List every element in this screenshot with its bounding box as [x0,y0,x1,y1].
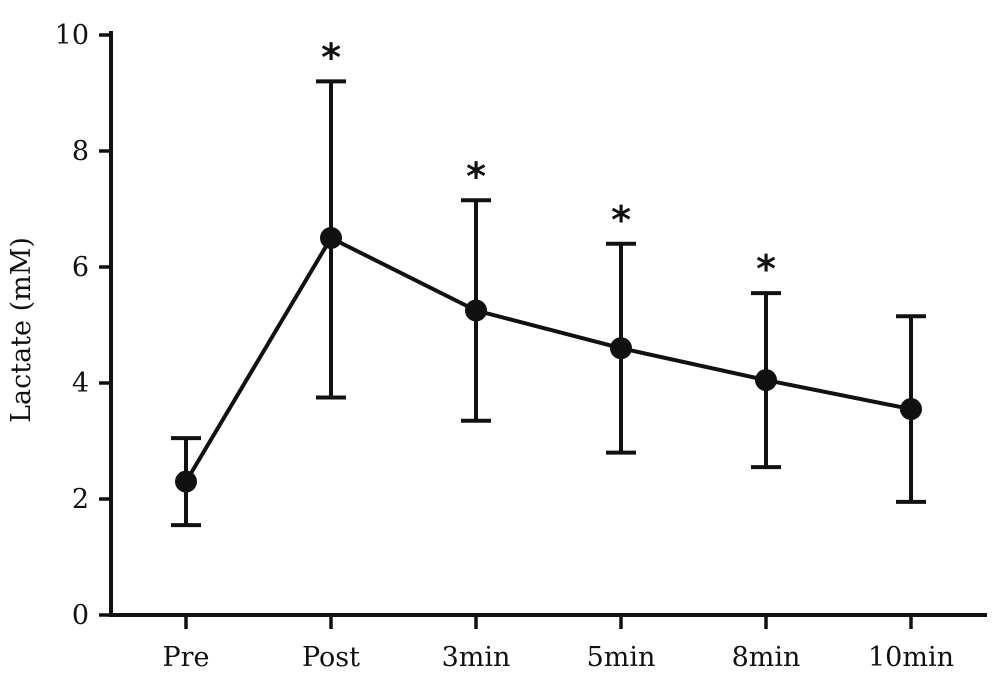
data-point [320,227,342,249]
y-tick-label: 10 [55,20,89,51]
y-tick-label: 2 [72,484,89,515]
significance-marker: * [466,154,486,198]
series-line [184,236,912,483]
y-axis-label: Lactate (mM) [6,237,37,423]
y-tick-label: 0 [72,600,89,631]
data-point [465,299,487,322]
data-point [900,398,922,421]
x-tick-label: 10min [868,642,954,673]
y-tick-label: 6 [72,252,89,283]
series-group: * * * * [171,35,926,528]
data-point [610,337,632,360]
axes: 0 2 4 6 8 10 Pre Post 3min 5min 8min 10min [55,20,987,673]
significance-marker: * [321,35,341,79]
y-tick-label: 4 [72,368,89,399]
data-point [755,369,777,392]
significance-marker: * [756,247,776,291]
data-point [175,470,197,493]
x-tick-label: Pre [162,642,209,673]
x-tick-label: 8min [732,642,801,673]
y-tick-label: 8 [72,136,89,167]
significance-marker: * [611,198,631,242]
x-tick-label: 3min [442,642,511,673]
x-tick-label: 5min [587,642,656,673]
x-tick-label: Post [302,642,360,673]
